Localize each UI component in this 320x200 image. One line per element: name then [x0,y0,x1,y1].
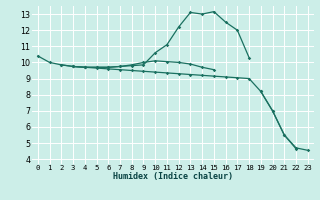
X-axis label: Humidex (Indice chaleur): Humidex (Indice chaleur) [113,172,233,181]
